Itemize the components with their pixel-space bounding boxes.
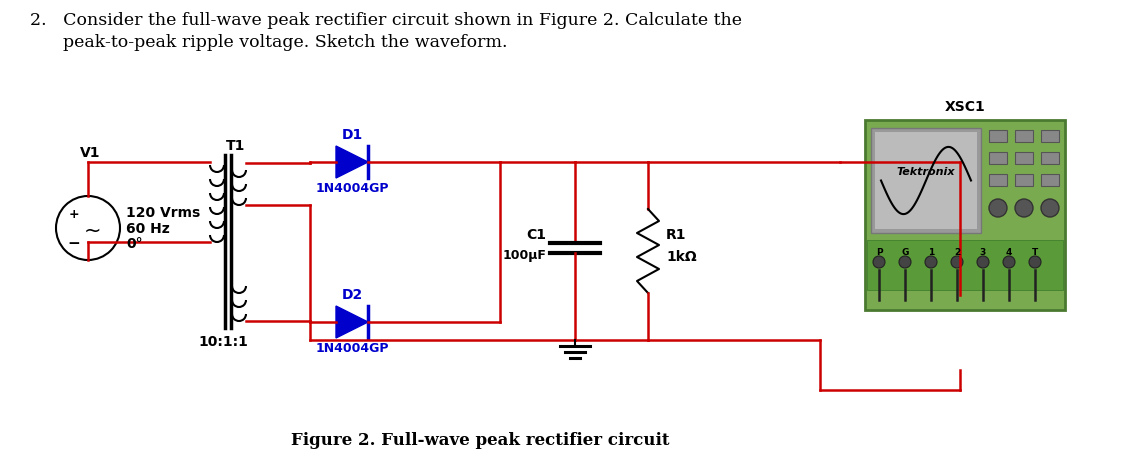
Text: 120 Vrms: 120 Vrms [127, 206, 200, 220]
Text: 1N4004GP: 1N4004GP [315, 182, 389, 195]
Text: −: − [68, 237, 80, 252]
Circle shape [925, 256, 937, 268]
Circle shape [1029, 256, 1041, 268]
Bar [864, 120, 1064, 310]
Text: 1N4004GP: 1N4004GP [315, 342, 389, 355]
Bar [989, 152, 1007, 164]
Bar [989, 130, 1007, 142]
Text: D1: D1 [341, 128, 363, 142]
Text: 1kΩ: 1kΩ [666, 250, 696, 264]
Circle shape [977, 256, 989, 268]
Circle shape [1041, 199, 1059, 217]
Bar [1041, 174, 1059, 186]
Bar [1015, 152, 1033, 164]
Text: peak-to-peak ripple voltage. Sketch the waveform.: peak-to-peak ripple voltage. Sketch the … [31, 34, 507, 51]
Text: 60 Hz: 60 Hz [127, 222, 170, 236]
Text: Figure 2. Full-wave peak rectifier circuit: Figure 2. Full-wave peak rectifier circu… [290, 432, 669, 449]
Text: 10:1:1: 10:1:1 [198, 335, 247, 349]
Circle shape [899, 256, 911, 268]
Polygon shape [336, 306, 368, 338]
Text: 3: 3 [980, 248, 986, 257]
Circle shape [951, 256, 963, 268]
Text: V1: V1 [80, 146, 101, 160]
Polygon shape [336, 146, 368, 178]
Text: 0°: 0° [127, 237, 142, 251]
Text: Tektronix: Tektronix [897, 167, 955, 177]
Text: T: T [1032, 248, 1038, 257]
Text: 100μF: 100μF [502, 248, 546, 262]
Text: 2: 2 [954, 248, 960, 257]
Text: C1: C1 [525, 228, 546, 242]
Bar [989, 174, 1007, 186]
Text: G: G [902, 248, 909, 257]
Bar [1041, 130, 1059, 142]
Bar [871, 128, 981, 233]
Text: 2.   Consider the full-wave peak rectifier circuit shown in Figure 2. Calculate : 2. Consider the full-wave peak rectifier… [31, 12, 742, 29]
Text: ~: ~ [85, 221, 102, 241]
Text: P: P [876, 248, 883, 257]
Text: R1: R1 [666, 228, 687, 242]
Circle shape [873, 256, 885, 268]
Bar [1015, 130, 1033, 142]
Bar [875, 132, 977, 229]
Bar [867, 240, 1063, 290]
Text: D2: D2 [341, 288, 363, 302]
Text: +: + [69, 207, 79, 221]
Text: XSC1: XSC1 [945, 100, 985, 114]
Text: 4: 4 [1006, 248, 1012, 257]
Bar [1015, 174, 1033, 186]
Circle shape [989, 199, 1007, 217]
Text: 1: 1 [928, 248, 935, 257]
Bar [1041, 152, 1059, 164]
Circle shape [1015, 199, 1033, 217]
Circle shape [1003, 256, 1015, 268]
Text: T1: T1 [226, 139, 245, 153]
